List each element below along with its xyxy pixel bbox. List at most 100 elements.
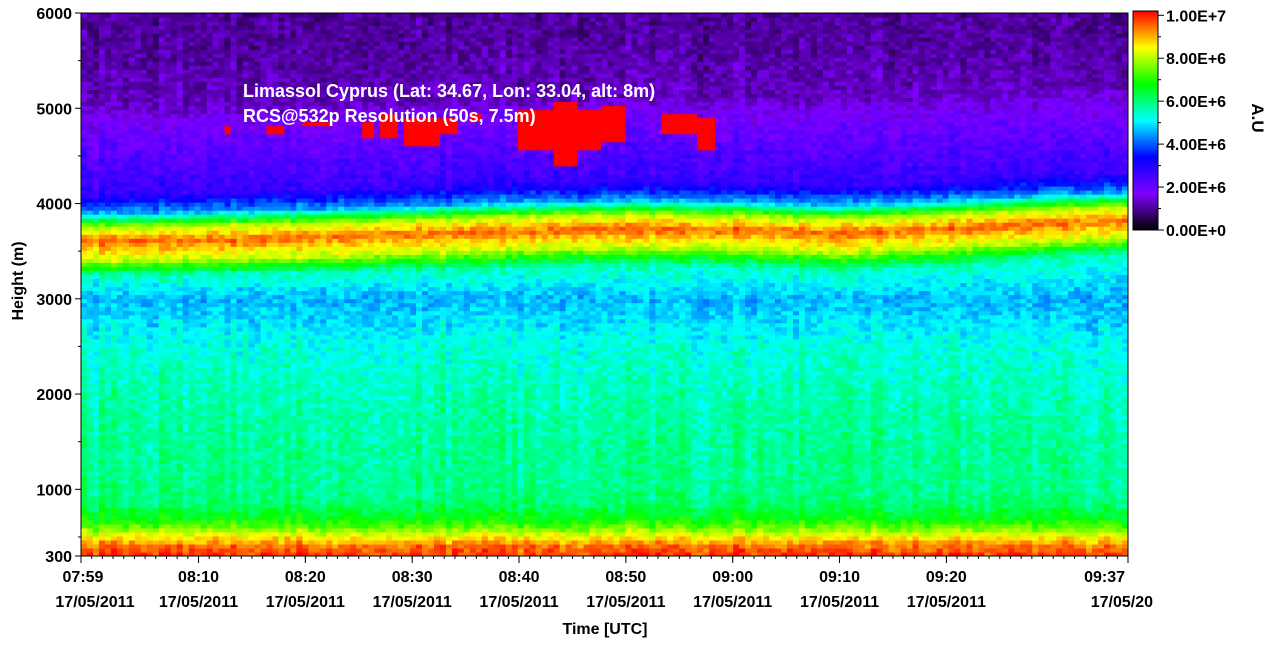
heatmap-cell [177, 411, 184, 416]
heatmap-cell [87, 299, 94, 304]
heatmap-cell [249, 254, 256, 259]
heatmap-cell [296, 158, 303, 163]
heatmap-cell [201, 367, 208, 372]
heatmap-cell [296, 262, 303, 267]
heatmap-cell [201, 524, 208, 529]
heatmap-cell [237, 45, 244, 50]
heatmap-cell [147, 178, 154, 183]
heatmap-cell [135, 49, 142, 54]
heatmap-cell [117, 407, 124, 412]
heatmap-cell [290, 246, 297, 251]
heatmap-cell [243, 431, 250, 436]
heatmap-cell [296, 295, 303, 300]
heatmap-cell [177, 85, 184, 90]
heatmap-cell [249, 274, 256, 279]
heatmap-cell [99, 162, 106, 167]
heatmap-cell [153, 363, 160, 368]
heatmap-cell [87, 122, 94, 127]
heatmap-cell [99, 238, 106, 243]
heatmap-cell [177, 45, 184, 50]
heatmap-cell [201, 210, 208, 215]
heatmap-cell [141, 431, 148, 436]
heatmap-cell [129, 238, 136, 243]
heatmap-cell [105, 431, 112, 436]
heatmap-cell [249, 146, 256, 151]
heatmap-cell [195, 186, 202, 191]
heatmap-cell [213, 186, 220, 191]
heatmap-cell [117, 472, 124, 477]
heatmap-cell [195, 427, 202, 432]
heatmap-cell [255, 423, 262, 428]
heatmap-cell [243, 419, 250, 424]
heatmap-cell [117, 443, 124, 448]
heatmap-cell [177, 347, 184, 352]
heatmap-cell [195, 472, 202, 477]
heatmap-cell [201, 295, 208, 300]
heatmap-cell [278, 178, 285, 183]
heatmap-cell [189, 484, 196, 489]
heatmap-cell [213, 351, 220, 356]
heatmap-cell [93, 278, 100, 283]
heatmap-cell [87, 443, 94, 448]
heatmap-cell [147, 230, 154, 235]
heatmap-cell [81, 463, 88, 468]
heatmap-cell [189, 359, 196, 364]
heatmap-cell [296, 431, 303, 436]
heatmap-cell [129, 114, 136, 119]
heatmap-cell [189, 395, 196, 400]
heatmap-cell [123, 524, 130, 529]
heatmap-cell [117, 65, 124, 70]
heatmap-cell [135, 295, 142, 300]
heatmap-cell [255, 250, 262, 255]
heatmap-cell [111, 194, 118, 199]
heatmap-cell [159, 315, 166, 320]
heatmap-cell [123, 53, 130, 58]
heatmap-cell [260, 134, 267, 139]
heatmap-cell [129, 307, 136, 312]
heatmap-cell [278, 186, 285, 191]
heatmap-cell [201, 57, 208, 62]
heatmap-cell [201, 142, 208, 147]
heatmap-cell [105, 81, 112, 86]
heatmap-cell [231, 451, 238, 456]
heatmap-cell [272, 419, 279, 424]
heatmap-cell [272, 126, 279, 131]
heatmap-cell [165, 307, 172, 312]
heatmap-cell [165, 319, 172, 324]
heatmap-cell [219, 69, 226, 74]
heatmap-cell [266, 347, 273, 352]
heatmap-cell [290, 512, 297, 517]
heatmap-cell [237, 472, 244, 477]
heatmap-cell [87, 106, 94, 111]
heatmap-cell [93, 347, 100, 352]
heatmap-cell [129, 166, 136, 171]
heatmap-cell [93, 339, 100, 344]
heatmap-cell [117, 282, 124, 287]
heatmap-cell [87, 258, 94, 263]
heatmap-cell [195, 142, 202, 147]
heatmap-cell [147, 455, 154, 460]
heatmap-cell [81, 57, 88, 62]
heatmap-cell [111, 355, 118, 360]
heatmap-cell [231, 287, 238, 292]
heatmap-cell [159, 472, 166, 477]
heatmap-cell [111, 371, 118, 376]
heatmap-cell [272, 468, 279, 473]
heatmap-cell [195, 278, 202, 283]
heatmap-cell [99, 182, 106, 187]
heatmap-cell [171, 202, 178, 207]
heatmap-cell [99, 504, 106, 509]
heatmap-cell [117, 57, 124, 62]
heatmap-cell [290, 520, 297, 525]
heatmap-cell [81, 190, 88, 195]
heatmap-cell [165, 17, 172, 22]
heatmap-cell [117, 435, 124, 440]
heatmap-cell [213, 53, 220, 58]
heatmap-cell [249, 363, 256, 368]
heatmap-cell [249, 174, 256, 179]
heatmap-cell [93, 114, 100, 119]
heatmap-cell [260, 182, 267, 187]
heatmap-cell [201, 73, 208, 78]
heatmap-cell [153, 202, 160, 207]
heatmap-cell [260, 178, 267, 183]
